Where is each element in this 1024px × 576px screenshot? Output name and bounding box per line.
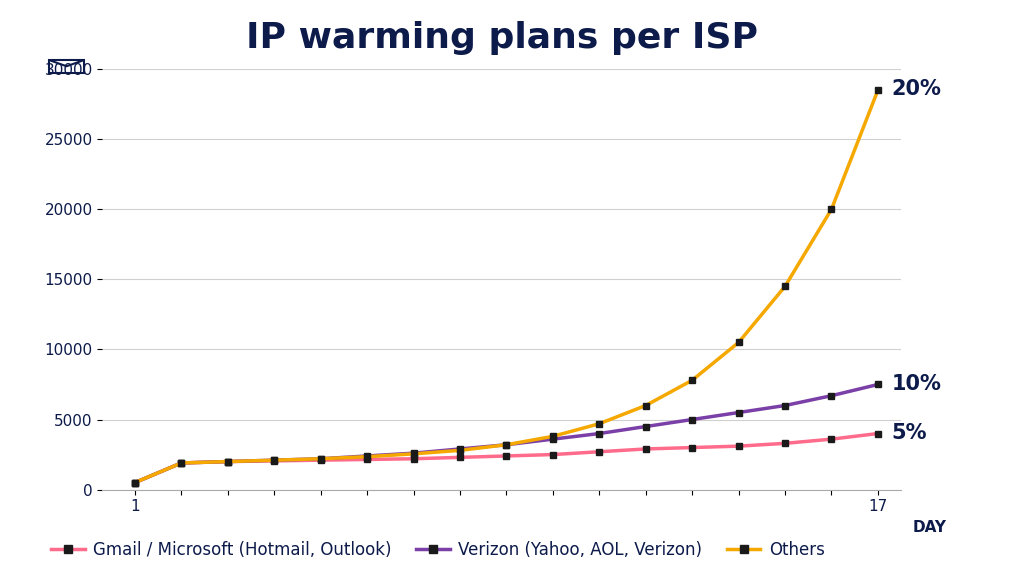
Text: 20%: 20% [892, 79, 942, 100]
Text: 10%: 10% [892, 374, 942, 394]
Text: DAY: DAY [912, 520, 946, 535]
Text: 5%: 5% [892, 423, 928, 443]
Title: IP warming plans per ISP: IP warming plans per ISP [246, 21, 758, 55]
Legend: Gmail / Microsoft (Hotmail, Outlook), Verizon (Yahoo, AOL, Verizon), Others: Gmail / Microsoft (Hotmail, Outlook), Ve… [44, 534, 831, 566]
